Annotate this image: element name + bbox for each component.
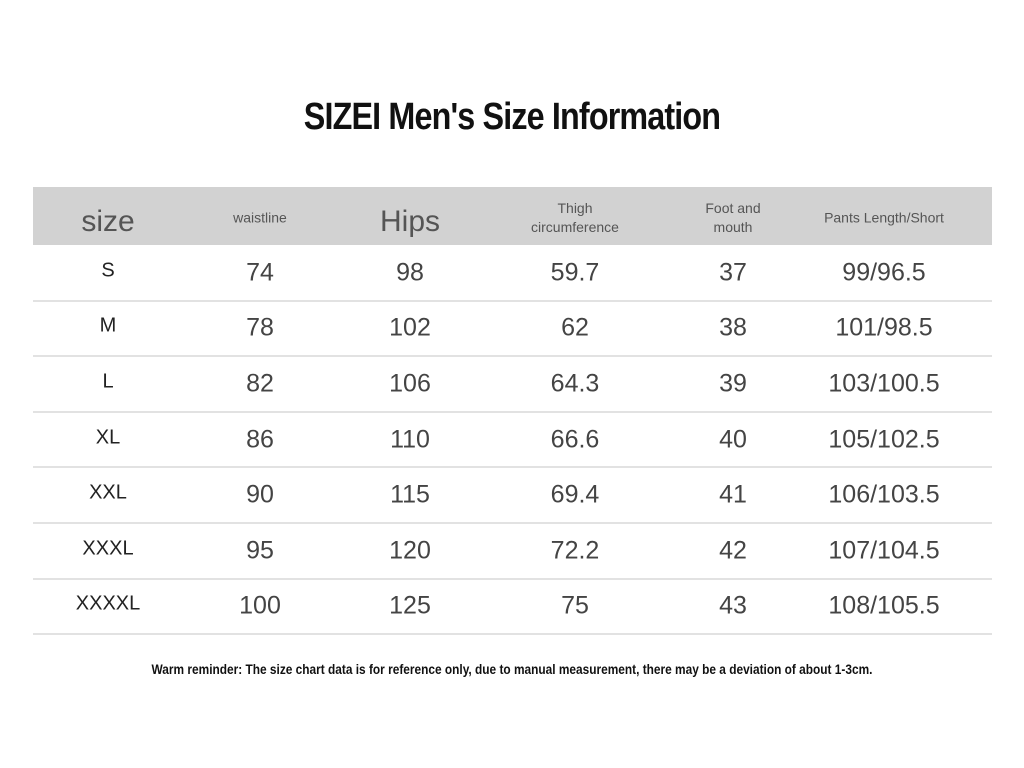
column-header: Thigh circumference <box>531 200 619 235</box>
column-header: Hips <box>379 205 441 238</box>
table-cell: 78 <box>246 313 274 342</box>
table-cell: 69.4 <box>550 480 600 509</box>
column-header: size <box>81 205 135 238</box>
table-cell: 74 <box>246 258 274 287</box>
table-cell: 100 <box>239 591 281 620</box>
table-header <box>33 187 992 245</box>
table-cell: 37 <box>719 258 747 287</box>
row-separator <box>33 410 992 413</box>
row-separator <box>33 633 992 636</box>
table-cell: 86 <box>246 425 274 454</box>
table-cell: 103/100.5 <box>828 369 940 398</box>
table-cell: 40 <box>719 425 747 454</box>
table-cell: L <box>102 370 114 393</box>
table-cell: XXXXL <box>75 592 141 615</box>
table-cell: 107/104.5 <box>828 536 940 565</box>
table-cell: 98 <box>396 258 424 287</box>
table-cell: 39 <box>719 369 747 398</box>
row-separator <box>33 299 992 302</box>
column-header: Pants Length/Short <box>824 209 944 226</box>
table-cell: 120 <box>389 536 431 565</box>
table-cell: 62 <box>561 313 589 342</box>
table-cell: 95 <box>246 536 274 565</box>
column-header: Foot and mouth <box>705 200 761 235</box>
row-separator <box>33 466 992 469</box>
table-cell: 59.7 <box>550 258 600 287</box>
table-cell: 90 <box>246 480 274 509</box>
table-cell: 106 <box>389 369 431 398</box>
table-cell: 101/98.5 <box>835 313 933 342</box>
table-cell: 82 <box>246 369 274 398</box>
table-cell: 75 <box>561 591 589 620</box>
table-cell: 106/103.5 <box>828 480 940 509</box>
row-separator <box>33 522 992 524</box>
table-cell: 102 <box>389 313 431 342</box>
table-cell: XL <box>95 426 121 449</box>
table-cell: 108/105.5 <box>828 591 940 620</box>
table-cell: 115 <box>390 480 430 509</box>
table-cell: 99/96.5 <box>842 258 926 287</box>
table-cell: 110 <box>390 425 430 454</box>
table-cell: 43 <box>719 591 747 620</box>
table-cell: 105/102.5 <box>828 425 940 454</box>
table-cell: 42 <box>719 536 747 565</box>
table-cell: XXL <box>89 481 127 504</box>
table-cell: S <box>101 259 115 282</box>
table-cell: 64.3 <box>550 369 600 398</box>
table-cell: 66.6 <box>550 425 600 454</box>
table-cell: M <box>99 314 117 337</box>
column-header: waistline <box>233 209 287 226</box>
title: SIZEI Men's Size Information <box>303 96 721 138</box>
table-cell: 125 <box>389 591 431 620</box>
row-separator <box>33 355 992 358</box>
row-separator <box>33 577 992 580</box>
footer-note: Warm reminder: The size chart data is fo… <box>151 662 873 677</box>
table-cell: XXXL <box>82 537 134 560</box>
table-cell: 38 <box>719 313 747 342</box>
table-cell: 72.2 <box>550 536 600 565</box>
table-cell: 41 <box>719 480 747 509</box>
